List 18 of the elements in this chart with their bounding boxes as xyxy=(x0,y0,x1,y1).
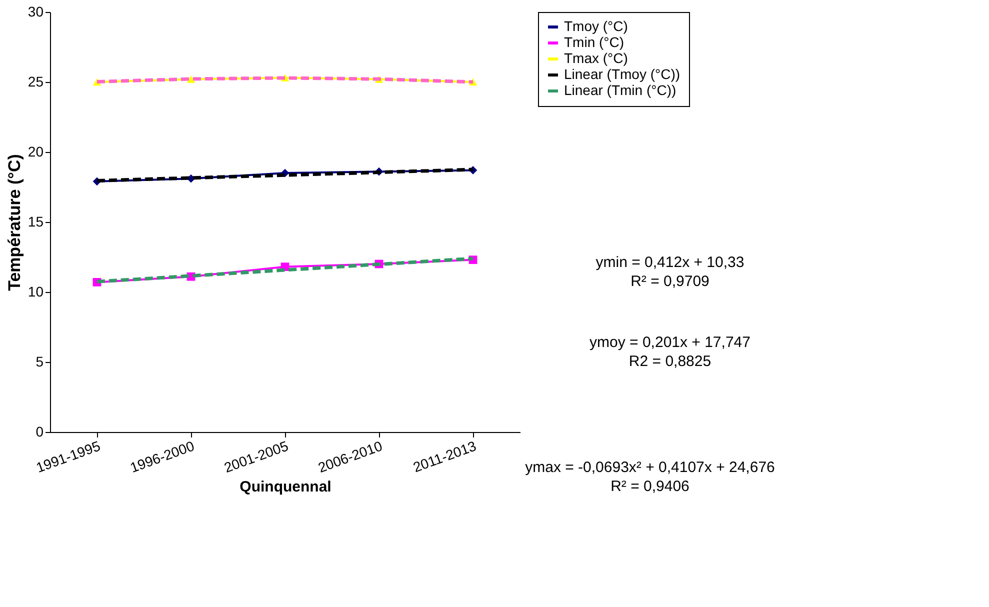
y-tick-label: 15 xyxy=(28,214,44,230)
y-tick-label: 10 xyxy=(28,284,44,300)
legend-label: Tmin (°C) xyxy=(564,34,624,50)
legend-label: Tmax (°C) xyxy=(564,50,628,66)
y-tick-label: 0 xyxy=(36,424,44,440)
legend-label: Linear (Tmoy (°C)) xyxy=(564,66,680,82)
y-axis-title: Température (°C) xyxy=(4,154,24,291)
legend-label: Tmoy (°C) xyxy=(564,18,628,34)
text: ymin = 0,412x + 10,33 R² = 0,9709 xyxy=(596,254,744,290)
y-tick-label: 20 xyxy=(28,144,44,160)
point xyxy=(186,76,196,83)
y-tick-label: 30 xyxy=(28,4,44,20)
x-axis-title: Quinquennal xyxy=(240,478,332,496)
y-tick-label: 25 xyxy=(28,74,44,90)
legend-label: Linear (Tmin (°C)) xyxy=(564,82,676,98)
text: ymax = -0,0693x² + 0,4107x + 24,676 R² = 0,9406 xyxy=(525,459,775,495)
text: ymoy = 0,201x + 17,747 R2 = 0,8825 xyxy=(590,334,750,370)
y-tick-label: 5 xyxy=(36,354,44,370)
